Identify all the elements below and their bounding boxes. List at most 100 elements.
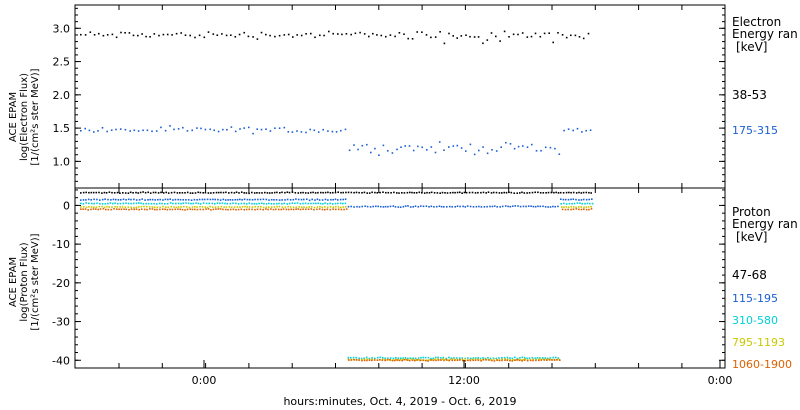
data-point-1-4 [84,208,87,210]
data-point-1-3 [254,206,257,208]
data-point-1-4 [580,208,583,211]
data-point-1-4 [202,208,204,211]
data-point-1-2 [358,357,360,360]
data-point-1-0 [531,191,534,194]
data-point-1-2 [109,202,112,204]
data-point-1-1 [472,206,475,208]
data-point-1-1 [443,206,445,208]
data-point-1-4 [164,208,166,211]
data-point-1-4 [578,208,580,211]
data-point-1-1 [379,205,382,208]
data-point-1-4 [135,208,138,210]
data-point-1-4 [396,359,398,361]
data-point-1-3 [408,359,410,361]
data-point-1-0 [90,191,93,194]
data-point-1-0 [465,191,468,194]
data-point-1-4 [215,208,217,210]
data-point-1-0 [358,191,360,194]
data-point-0-0 [561,34,564,36]
data-point-0-0 [310,32,312,35]
data-point-1-3 [206,206,209,209]
data-point-1-4 [102,207,105,210]
data-point-1-1 [469,205,472,208]
data-point-1-3 [321,206,323,209]
data-point-0-1 [97,130,99,132]
data-point-1-1 [268,199,270,201]
data-point-1-2 [156,203,158,205]
data-point-1-3 [547,358,550,361]
data-point-1-4 [521,360,523,362]
data-point-1-2 [283,202,285,205]
data-point-1-0 [492,191,495,194]
data-point-1-3 [451,358,454,360]
data-point-1-3 [268,206,270,208]
y-tick-label-1-1: -30 [52,316,70,329]
data-point-1-0 [516,192,518,194]
data-point-1-2 [153,202,155,205]
data-point-0-1 [300,131,303,133]
data-point-1-4 [138,208,140,211]
data-point-1-0 [240,191,243,193]
data-point-1-4 [361,359,363,362]
data-point-1-3 [402,358,404,361]
data-point-0-0 [477,36,480,38]
data-point-1-1 [246,198,249,201]
data-point-1-0 [345,191,347,194]
data-point-1-4 [196,208,199,211]
data-point-0-0 [490,32,493,34]
data-point-1-1 [203,198,206,201]
data-point-1-1 [397,206,400,208]
data-point-1-3 [444,358,447,361]
data-point-1-2 [221,202,224,204]
data-point-0-0 [407,37,409,40]
data-point-1-2 [557,357,559,359]
data-point-1-1 [295,198,297,200]
data-point-1-4 [99,208,102,210]
data-point-1-4 [437,359,440,361]
data-point-1-1 [196,199,198,201]
data-point-1-2 [526,357,528,360]
data-point-0-1 [391,152,394,154]
data-point-0-1 [404,145,406,147]
data-point-1-1 [547,206,549,208]
data-point-1-2 [560,203,562,205]
data-point-1-1 [575,198,577,201]
data-point-1-0 [474,192,477,194]
data-point-1-3 [366,358,368,360]
data-point-1-2 [453,357,455,359]
data-point-0-1 [209,128,211,131]
data-point-1-0 [523,192,526,194]
data-point-1-3 [363,358,366,361]
data-point-1-2 [302,202,304,205]
data-point-1-2 [586,202,589,205]
data-point-1-3 [209,205,211,208]
data-point-0-1 [589,129,592,131]
data-point-1-2 [107,202,109,205]
data-point-0-1 [291,131,294,133]
data-point-0-1 [252,132,254,135]
data-point-1-1 [167,198,169,201]
data-point-1-0 [588,191,590,194]
data-point-0-1 [482,146,484,148]
data-point-1-2 [253,202,256,205]
data-point-1-3 [217,206,220,208]
data-point-0-0 [137,34,139,37]
data-point-0-0 [482,42,484,45]
data-point-1-0 [276,191,278,194]
data-point-1-1 [557,205,559,208]
data-point-1-3 [260,205,262,208]
data-point-1-3 [316,206,319,208]
data-point-1-2 [273,203,275,205]
data-point-0-1 [133,129,136,132]
data-point-1-2 [104,203,107,205]
data-point-1-3 [420,359,422,361]
data-point-1-0 [562,192,565,194]
data-point-0-1 [269,130,272,132]
data-point-1-2 [536,357,539,359]
data-point-1-1 [249,198,251,201]
data-point-1-1 [578,199,580,201]
data-point-1-1 [399,206,402,208]
data-point-1-3 [188,206,191,209]
data-point-1-0 [281,191,283,194]
data-point-1-1 [567,198,570,201]
